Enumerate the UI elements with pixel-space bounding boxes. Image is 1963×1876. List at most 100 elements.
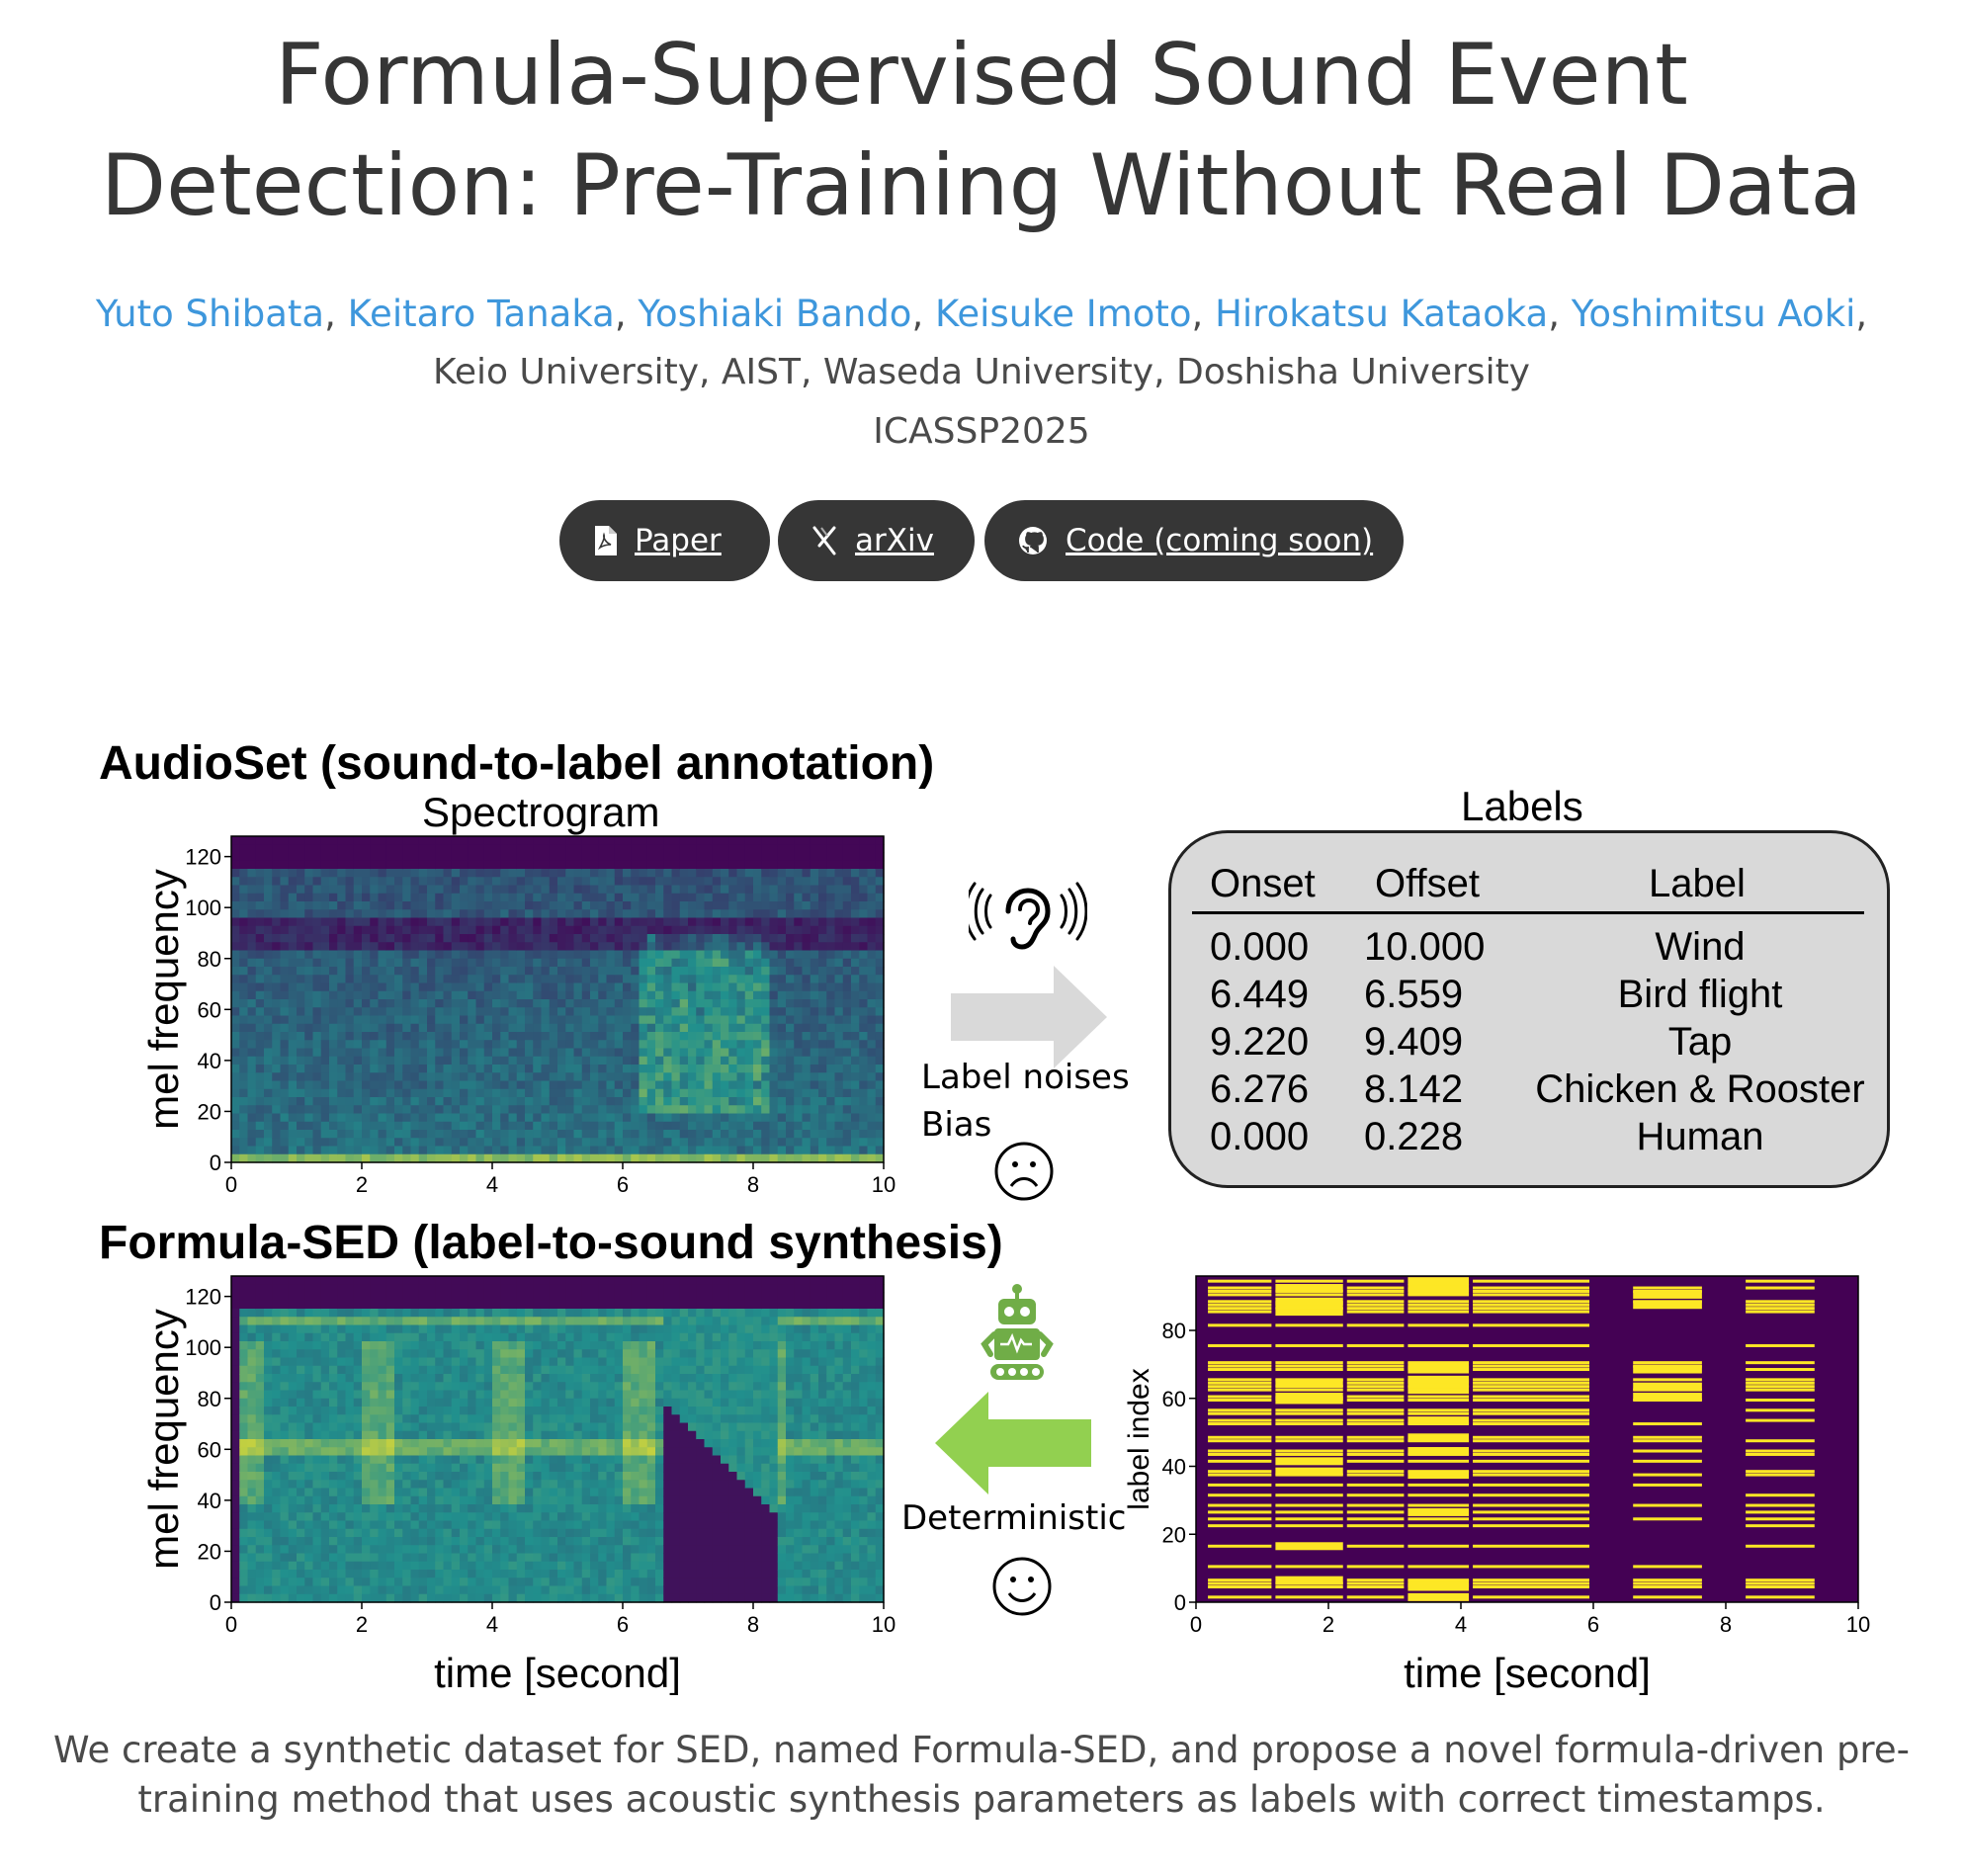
- spectrogram-cell: [231, 1048, 240, 1058]
- spectrogram-cell: [320, 1512, 330, 1522]
- spectrogram-cell: [541, 1447, 551, 1457]
- spectrogram-cell: [337, 1439, 347, 1448]
- spectrogram-cell: [614, 909, 624, 919]
- spectrogram-cell: [508, 844, 518, 854]
- spectrogram-cell: [312, 1414, 322, 1424]
- spectrogram-cell: [337, 1097, 347, 1106]
- spectrogram-cell: [418, 1292, 428, 1302]
- spectrogram-cell: [443, 1545, 453, 1555]
- spectrogram-cell: [646, 1097, 656, 1106]
- spectrogram-cell: [451, 1138, 461, 1148]
- spectrogram-cell: [468, 1570, 477, 1578]
- code-button[interactable]: Code (coming soon): [984, 500, 1404, 581]
- spectrogram-cell: [525, 1455, 534, 1465]
- spectrogram-cell: [573, 1097, 583, 1106]
- spectrogram-cell: [810, 844, 819, 854]
- author-link[interactable]: Hirokatsu Kataoka: [1215, 293, 1549, 335]
- spectrogram-cell: [345, 1382, 355, 1392]
- spectrogram-cell: [264, 1439, 273, 1448]
- spectrogram-cell: [239, 1015, 249, 1025]
- spectrogram-cell: [761, 925, 771, 935]
- spectrogram-cell: [818, 1130, 827, 1139]
- spectrogram-cell: [851, 1113, 860, 1123]
- spectrogram-cell: [810, 950, 819, 960]
- spectrogram-cell: [565, 1105, 575, 1115]
- author-link[interactable]: Yuto Shibata: [95, 293, 325, 335]
- spectrogram-cell: [679, 1113, 689, 1123]
- spectrogram-cell: [345, 1390, 355, 1400]
- spectrogram-cell: [329, 1495, 338, 1505]
- spectrogram-cell: [443, 1480, 453, 1490]
- spectrogram-cell: [394, 1447, 403, 1457]
- spectrogram-cell: [304, 1398, 314, 1407]
- spectrogram-cell: [573, 1537, 583, 1546]
- spectrogram-cell: [777, 852, 787, 862]
- spectrogram-cell: [320, 1553, 330, 1563]
- spectrogram-cell: [875, 1146, 885, 1155]
- spectrogram-cell: [247, 1512, 257, 1522]
- spectrogram-cell: [533, 1056, 543, 1066]
- spectrogram-cell: [239, 1153, 249, 1163]
- spectrogram-cell: [475, 885, 485, 895]
- spectrogram-cell: [721, 950, 729, 960]
- spectrogram-cell: [297, 1349, 305, 1359]
- spectrogram-cell: [639, 1048, 648, 1058]
- spectrogram-cell: [786, 893, 795, 902]
- spectrogram-cell: [443, 1015, 453, 1025]
- paper-button[interactable]: Paper: [559, 500, 770, 581]
- author-link[interactable]: Yoshimitsu Aoki: [1571, 293, 1856, 335]
- spectrogram-cell: [500, 950, 510, 960]
- spectrogram-cell: [508, 1080, 518, 1090]
- spectrogram-cell: [304, 1023, 314, 1033]
- spectrogram-cell: [370, 1495, 380, 1505]
- spectrogram-cell: [304, 885, 314, 895]
- spectrogram-cell: [402, 1537, 412, 1546]
- spectrogram-cell: [231, 1153, 240, 1163]
- spectrogram-cell: [427, 901, 436, 910]
- author-link[interactable]: Keisuke Imoto: [934, 293, 1192, 335]
- spectrogram-cell: [875, 982, 885, 992]
- author-link[interactable]: Yoshiaki Bando: [638, 293, 912, 335]
- spectrogram-cell: [280, 982, 290, 992]
- author-link[interactable]: Keitaro Tanaka: [347, 293, 615, 335]
- spectrogram-cell: [565, 852, 575, 862]
- spectrogram-cell: [483, 1276, 493, 1285]
- spectrogram-cell: [247, 1480, 257, 1490]
- spectrogram-cell: [451, 909, 461, 919]
- spectrogram-cell: [500, 1040, 510, 1050]
- spectrogram-cell: [370, 975, 380, 984]
- spectrogram-cell: [721, 1023, 729, 1033]
- spectrogram-cell: [312, 1048, 322, 1058]
- spectrogram-cell: [769, 1040, 779, 1050]
- spectrogram-cell: [500, 917, 510, 927]
- spectrogram-cell: [565, 1528, 575, 1538]
- spectrogram-cell: [443, 1357, 453, 1367]
- spectrogram-cell: [744, 934, 754, 943]
- spectrogram-cell: [378, 1121, 387, 1131]
- spectrogram-cell: [810, 982, 819, 992]
- spectrogram-cell: [826, 958, 836, 968]
- spectrogram-cell: [410, 909, 420, 919]
- spectrogram-cell: [508, 1292, 518, 1302]
- spectrogram-cell: [410, 999, 420, 1008]
- spectrogram-cell: [468, 1488, 477, 1497]
- spectrogram-cell: [370, 1088, 380, 1098]
- spectrogram-cell: [451, 934, 461, 943]
- spectrogram-cell: [565, 1292, 575, 1302]
- spectrogram-cell: [508, 852, 518, 862]
- spectrogram-cell: [460, 1300, 469, 1310]
- spectrogram-cell: [663, 1121, 673, 1131]
- spectrogram-cell: [508, 1138, 518, 1148]
- spectrogram-cell: [418, 1088, 428, 1098]
- spectrogram-cell: [427, 1407, 436, 1415]
- spectrogram-cell: [231, 1324, 240, 1334]
- spectrogram-cell: [435, 1088, 445, 1098]
- spectrogram-cell: [418, 1455, 428, 1465]
- spectrogram-cell: [549, 1512, 558, 1522]
- spectrogram-cell: [728, 958, 738, 968]
- spectrogram-cell: [573, 967, 583, 976]
- spectrogram-cell: [557, 1414, 566, 1424]
- spectrogram-cell: [508, 917, 518, 927]
- arxiv-button[interactable]: arXiv: [778, 500, 975, 581]
- spectrogram-cell: [247, 1349, 257, 1359]
